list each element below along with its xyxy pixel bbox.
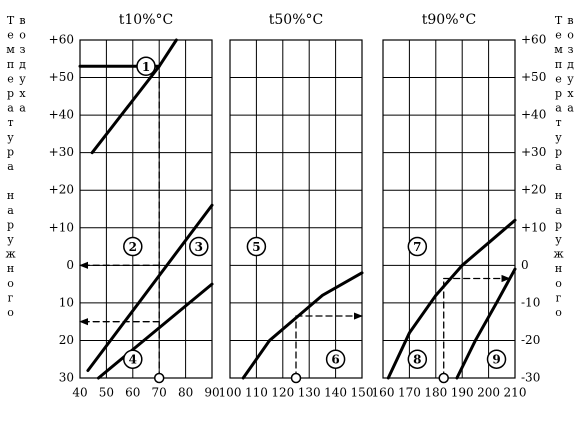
x-tick-label: 40 xyxy=(72,386,87,400)
panel-frame xyxy=(382,39,516,379)
x-tick-label: 50 xyxy=(99,386,114,400)
y-tick-label: -10 xyxy=(521,295,540,309)
annotation-circle xyxy=(325,349,346,369)
start-point xyxy=(438,372,449,384)
y-tick-label: +30 xyxy=(521,145,546,159)
annotation-circle xyxy=(189,236,209,257)
x-tick-label: 70 xyxy=(152,386,167,400)
x-tick-label: 160 xyxy=(372,386,395,400)
x-tick-label: 200 xyxy=(477,386,500,400)
x-tick-label: 90 xyxy=(204,386,219,400)
annotation-circle xyxy=(123,349,143,369)
y-tick-label: 0 xyxy=(521,258,529,272)
x-tick-label: 100 xyxy=(219,386,242,400)
y-tick-label: +50 xyxy=(49,70,74,84)
start-point xyxy=(153,372,165,384)
y-tick-label: +10 xyxy=(521,220,546,234)
y-tick-label: +20 xyxy=(49,183,74,197)
y-tick-label: +10 xyxy=(49,220,74,234)
y-tick-label: +60 xyxy=(49,33,74,47)
y-tick-label: 30 xyxy=(59,371,74,385)
curve xyxy=(386,218,517,380)
panel-frame xyxy=(79,39,213,379)
y-tick-label: +30 xyxy=(49,145,74,159)
y-tick-label: +40 xyxy=(521,108,546,122)
x-tick-label: 140 xyxy=(324,386,347,400)
annotation-circle xyxy=(123,236,143,257)
x-tick-label: 180 xyxy=(424,386,447,400)
x-tick-label: 110 xyxy=(245,386,268,400)
annotation-circle xyxy=(246,236,267,257)
curve xyxy=(86,203,214,372)
right-axis-label: Температура наружного воздуха xyxy=(552,14,577,321)
y-tick-label: +40 xyxy=(49,108,74,122)
y-tick-label: 0 xyxy=(66,258,74,272)
y-tick-label: +20 xyxy=(521,183,546,197)
annotation-label: 6 xyxy=(331,353,339,367)
x-tick-label: 170 xyxy=(398,386,421,400)
annotation-circle xyxy=(407,236,428,257)
y-tick-label: +60 xyxy=(521,33,546,47)
annotation-label: 4 xyxy=(129,353,137,367)
annotation-label: 8 xyxy=(413,353,421,367)
panel-title: t10%°C xyxy=(119,12,173,28)
left-axis-label: Температура наружного воздуха xyxy=(4,14,29,321)
y-tick-label: 10 xyxy=(59,295,74,309)
y-tick-label: +50 xyxy=(521,70,546,84)
y-tick-label: -30 xyxy=(521,371,540,385)
annotation-circle xyxy=(136,56,156,77)
annotation-label: 9 xyxy=(492,353,500,367)
x-tick-label: 80 xyxy=(178,386,193,400)
annotation-circle xyxy=(407,349,428,369)
annotation-label: 2 xyxy=(129,240,137,254)
x-tick-label: 210 xyxy=(504,386,527,400)
annotation-label: 3 xyxy=(195,240,203,254)
curve xyxy=(90,38,178,155)
start-point xyxy=(290,372,302,384)
annotation-label: 7 xyxy=(413,240,421,254)
curve xyxy=(455,267,517,380)
annotation-label: 1 xyxy=(142,60,150,74)
x-tick-label: 190 xyxy=(451,386,474,400)
annotation-circle xyxy=(486,349,507,369)
x-tick-label: 120 xyxy=(271,386,294,400)
x-tick-label: 60 xyxy=(125,386,140,400)
curve xyxy=(96,282,214,380)
panel-title: t50%°C xyxy=(269,12,323,28)
panel-title: t90%°C xyxy=(422,12,476,28)
y-tick-label: 20 xyxy=(59,333,74,347)
annotation-label: 5 xyxy=(252,240,260,254)
y-tick-label: -20 xyxy=(521,333,540,347)
x-tick-label: 130 xyxy=(298,386,321,400)
x-tick-label: 150 xyxy=(351,386,374,400)
